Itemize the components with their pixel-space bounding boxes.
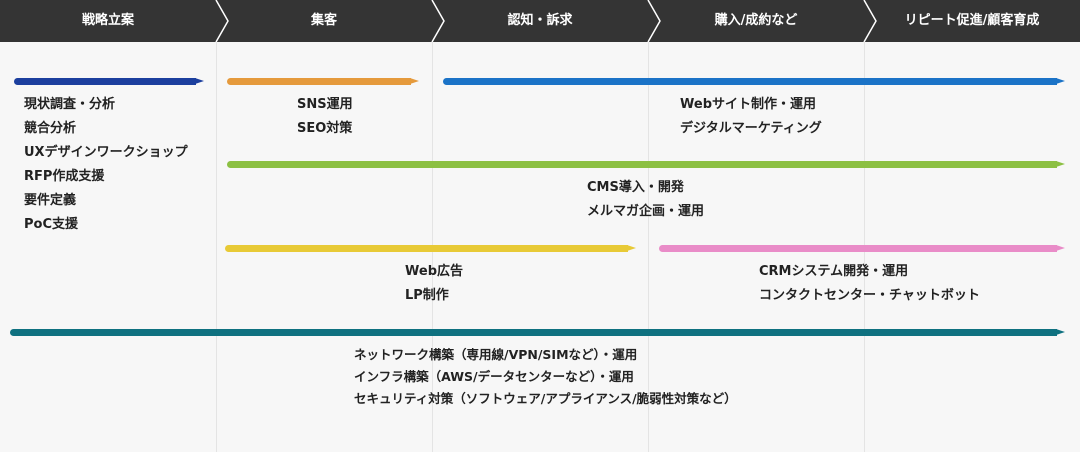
- strategy-item: RFP作成支援: [24, 169, 105, 184]
- crm-contact-arrow-body: [659, 245, 1057, 252]
- ads-lp-item: Web広告: [405, 264, 463, 279]
- ads-lp-arrow-tip: [627, 245, 636, 251]
- strategy-item: PoC支援: [24, 217, 78, 232]
- strategy-item: 要件定義: [24, 193, 77, 208]
- sns-seo-item: SNS運用: [297, 97, 353, 112]
- sns-seo-items: SNS運用 SEO対策: [297, 93, 353, 141]
- strategy-item: 競合分析: [24, 121, 77, 136]
- sns-seo-item: SEO対策: [297, 121, 353, 136]
- crm-contact-arrow: [659, 245, 1065, 252]
- infra-security-arrow: [10, 329, 1065, 336]
- chevron-separator-3: [647, 0, 661, 42]
- stage-acquisition: 集客: [310, 13, 337, 28]
- column-divider-1: [216, 42, 217, 452]
- stage-awareness: 認知・訴求: [507, 13, 573, 28]
- strategy-arrow-body: [14, 78, 196, 85]
- crm-contact-items: CRMシステム開発・運用 コンタクトセンター・チャットボット: [759, 260, 980, 308]
- cms-mail-item: メルマガ企画・運用: [587, 204, 705, 219]
- crm-contact-item: コンタクトセンター・チャットボット: [759, 288, 980, 303]
- cms-mail-arrow-tip: [1056, 161, 1065, 167]
- web-site-arrow-tip: [1056, 78, 1065, 84]
- strategy-items: 現状調査・分析 競合分析 UXデザインワークショップ RFP作成支援 要件定義 …: [24, 93, 188, 237]
- sns-seo-arrow-tip: [410, 78, 419, 84]
- web-site-item: デジタルマーケティング: [680, 121, 822, 136]
- stage-header: 戦略立案 集客 認知・訴求 購入/成約など リピート促進/顧客育成: [0, 0, 1080, 42]
- ads-lp-item: LP制作: [405, 288, 449, 303]
- stage-retention: リピート促進/顧客育成: [904, 13, 1040, 28]
- ads-lp-arrow-body: [225, 245, 628, 252]
- cms-mail-arrow: [227, 161, 1065, 168]
- infra-security-arrow-body: [10, 329, 1057, 336]
- crm-contact-item: CRMシステム開発・運用: [759, 264, 909, 279]
- web-site-item: Webサイト制作・運用: [680, 97, 816, 112]
- cms-mail-items: CMS導入・開発 メルマガ企画・運用: [587, 176, 704, 224]
- stage-purchase: 購入/成約など: [714, 13, 798, 28]
- crm-contact-arrow-tip: [1056, 245, 1065, 251]
- stage-strategy: 戦略立案: [81, 13, 134, 28]
- chevron-separator-4: [863, 0, 877, 42]
- infra-security-item: ネットワーク構築（専用線/VPN/SIMなど）・運用: [354, 347, 638, 362]
- strategy-arrow-tip: [195, 78, 204, 84]
- sns-seo-arrow: [227, 78, 419, 85]
- infra-security-item: セキュリティ対策（ソフトウェア/アプライアンス/脆弱性対策など）: [354, 391, 737, 406]
- stage-chevrons: [215, 0, 877, 42]
- strategy-arrow: [14, 78, 204, 85]
- chevron-separator-2: [431, 0, 445, 42]
- web-site-arrow: [443, 78, 1065, 85]
- infra-security-items: ネットワーク構築（専用線/VPN/SIMなど）・運用 インフラ構築（AWS/デー…: [354, 344, 737, 410]
- infra-security-arrow-tip: [1056, 329, 1065, 335]
- strategy-item: 現状調査・分析: [24, 97, 116, 112]
- ads-lp-items: Web広告 LP制作: [405, 260, 463, 308]
- column-divider-3: [648, 42, 649, 452]
- strategy-item: UXデザインワークショップ: [24, 145, 188, 160]
- cms-mail-arrow-body: [227, 161, 1057, 168]
- ads-lp-arrow: [225, 245, 636, 252]
- chevron-separator-1: [215, 0, 229, 42]
- cms-mail-item: CMS導入・開発: [587, 180, 684, 195]
- web-site-items: Webサイト制作・運用 デジタルマーケティング: [680, 93, 822, 141]
- sns-seo-arrow-body: [227, 78, 411, 85]
- infra-security-item: インフラ構築（AWS/データセンターなど）・運用: [354, 369, 634, 384]
- web-site-arrow-body: [443, 78, 1057, 85]
